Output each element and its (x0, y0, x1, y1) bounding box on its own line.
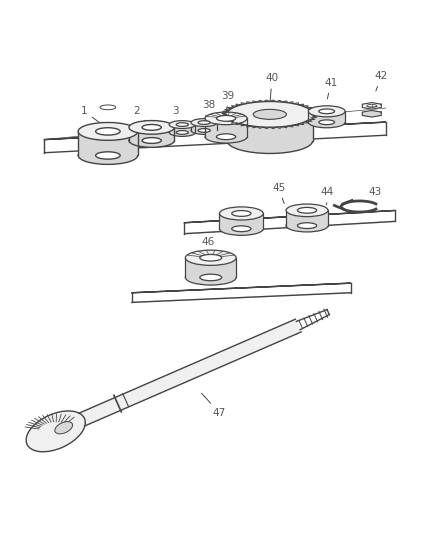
Polygon shape (226, 115, 312, 141)
Polygon shape (132, 283, 350, 293)
Ellipse shape (55, 422, 72, 434)
Text: 38: 38 (201, 100, 215, 119)
Ellipse shape (185, 270, 236, 285)
Ellipse shape (219, 222, 263, 236)
Ellipse shape (199, 274, 221, 281)
Polygon shape (132, 293, 350, 302)
Ellipse shape (142, 138, 161, 143)
Ellipse shape (307, 106, 344, 117)
Ellipse shape (95, 128, 120, 135)
Ellipse shape (205, 112, 247, 125)
Text: 47: 47 (201, 393, 226, 418)
Text: 3: 3 (172, 106, 181, 125)
Polygon shape (219, 213, 263, 229)
Ellipse shape (253, 109, 286, 119)
Ellipse shape (216, 134, 235, 140)
Polygon shape (185, 258, 236, 278)
Ellipse shape (297, 223, 316, 229)
Polygon shape (184, 211, 394, 223)
Ellipse shape (176, 123, 188, 126)
Text: 46: 46 (201, 237, 221, 254)
Ellipse shape (26, 411, 85, 452)
Ellipse shape (185, 250, 236, 265)
Ellipse shape (231, 226, 251, 232)
Ellipse shape (366, 104, 376, 107)
Ellipse shape (176, 131, 188, 134)
Polygon shape (361, 110, 380, 117)
Text: 40: 40 (265, 74, 278, 102)
Ellipse shape (129, 120, 174, 134)
Ellipse shape (297, 207, 316, 213)
Text: 1: 1 (80, 106, 106, 127)
Polygon shape (286, 211, 327, 225)
Polygon shape (78, 319, 300, 426)
Polygon shape (44, 135, 385, 153)
Text: 2: 2 (133, 106, 149, 126)
Text: 39: 39 (221, 91, 234, 113)
Polygon shape (205, 118, 247, 137)
Ellipse shape (307, 117, 344, 128)
Polygon shape (307, 111, 344, 122)
Ellipse shape (199, 254, 221, 261)
Text: 44: 44 (319, 187, 332, 205)
Ellipse shape (226, 101, 312, 127)
Text: 43: 43 (367, 187, 381, 203)
Polygon shape (191, 123, 217, 131)
Polygon shape (361, 102, 380, 109)
Ellipse shape (219, 207, 263, 220)
Polygon shape (184, 221, 394, 233)
Polygon shape (44, 122, 385, 140)
Ellipse shape (198, 128, 210, 132)
Ellipse shape (95, 152, 120, 159)
Ellipse shape (129, 134, 174, 147)
Ellipse shape (226, 128, 312, 154)
Ellipse shape (169, 128, 195, 136)
Ellipse shape (78, 147, 138, 164)
Ellipse shape (142, 125, 161, 130)
Polygon shape (78, 132, 138, 156)
Ellipse shape (169, 120, 195, 128)
Polygon shape (169, 125, 195, 132)
Ellipse shape (318, 109, 334, 114)
Text: 45: 45 (271, 183, 285, 204)
Ellipse shape (286, 219, 327, 232)
Ellipse shape (191, 119, 217, 126)
Ellipse shape (205, 131, 247, 143)
Text: 42: 42 (374, 71, 387, 91)
Ellipse shape (286, 204, 327, 216)
Ellipse shape (100, 105, 116, 110)
Polygon shape (129, 127, 174, 141)
Ellipse shape (216, 116, 235, 121)
Ellipse shape (231, 211, 251, 216)
Ellipse shape (78, 123, 138, 140)
Text: 41: 41 (324, 78, 337, 99)
Ellipse shape (318, 120, 334, 125)
Ellipse shape (191, 126, 217, 134)
Ellipse shape (198, 121, 210, 124)
